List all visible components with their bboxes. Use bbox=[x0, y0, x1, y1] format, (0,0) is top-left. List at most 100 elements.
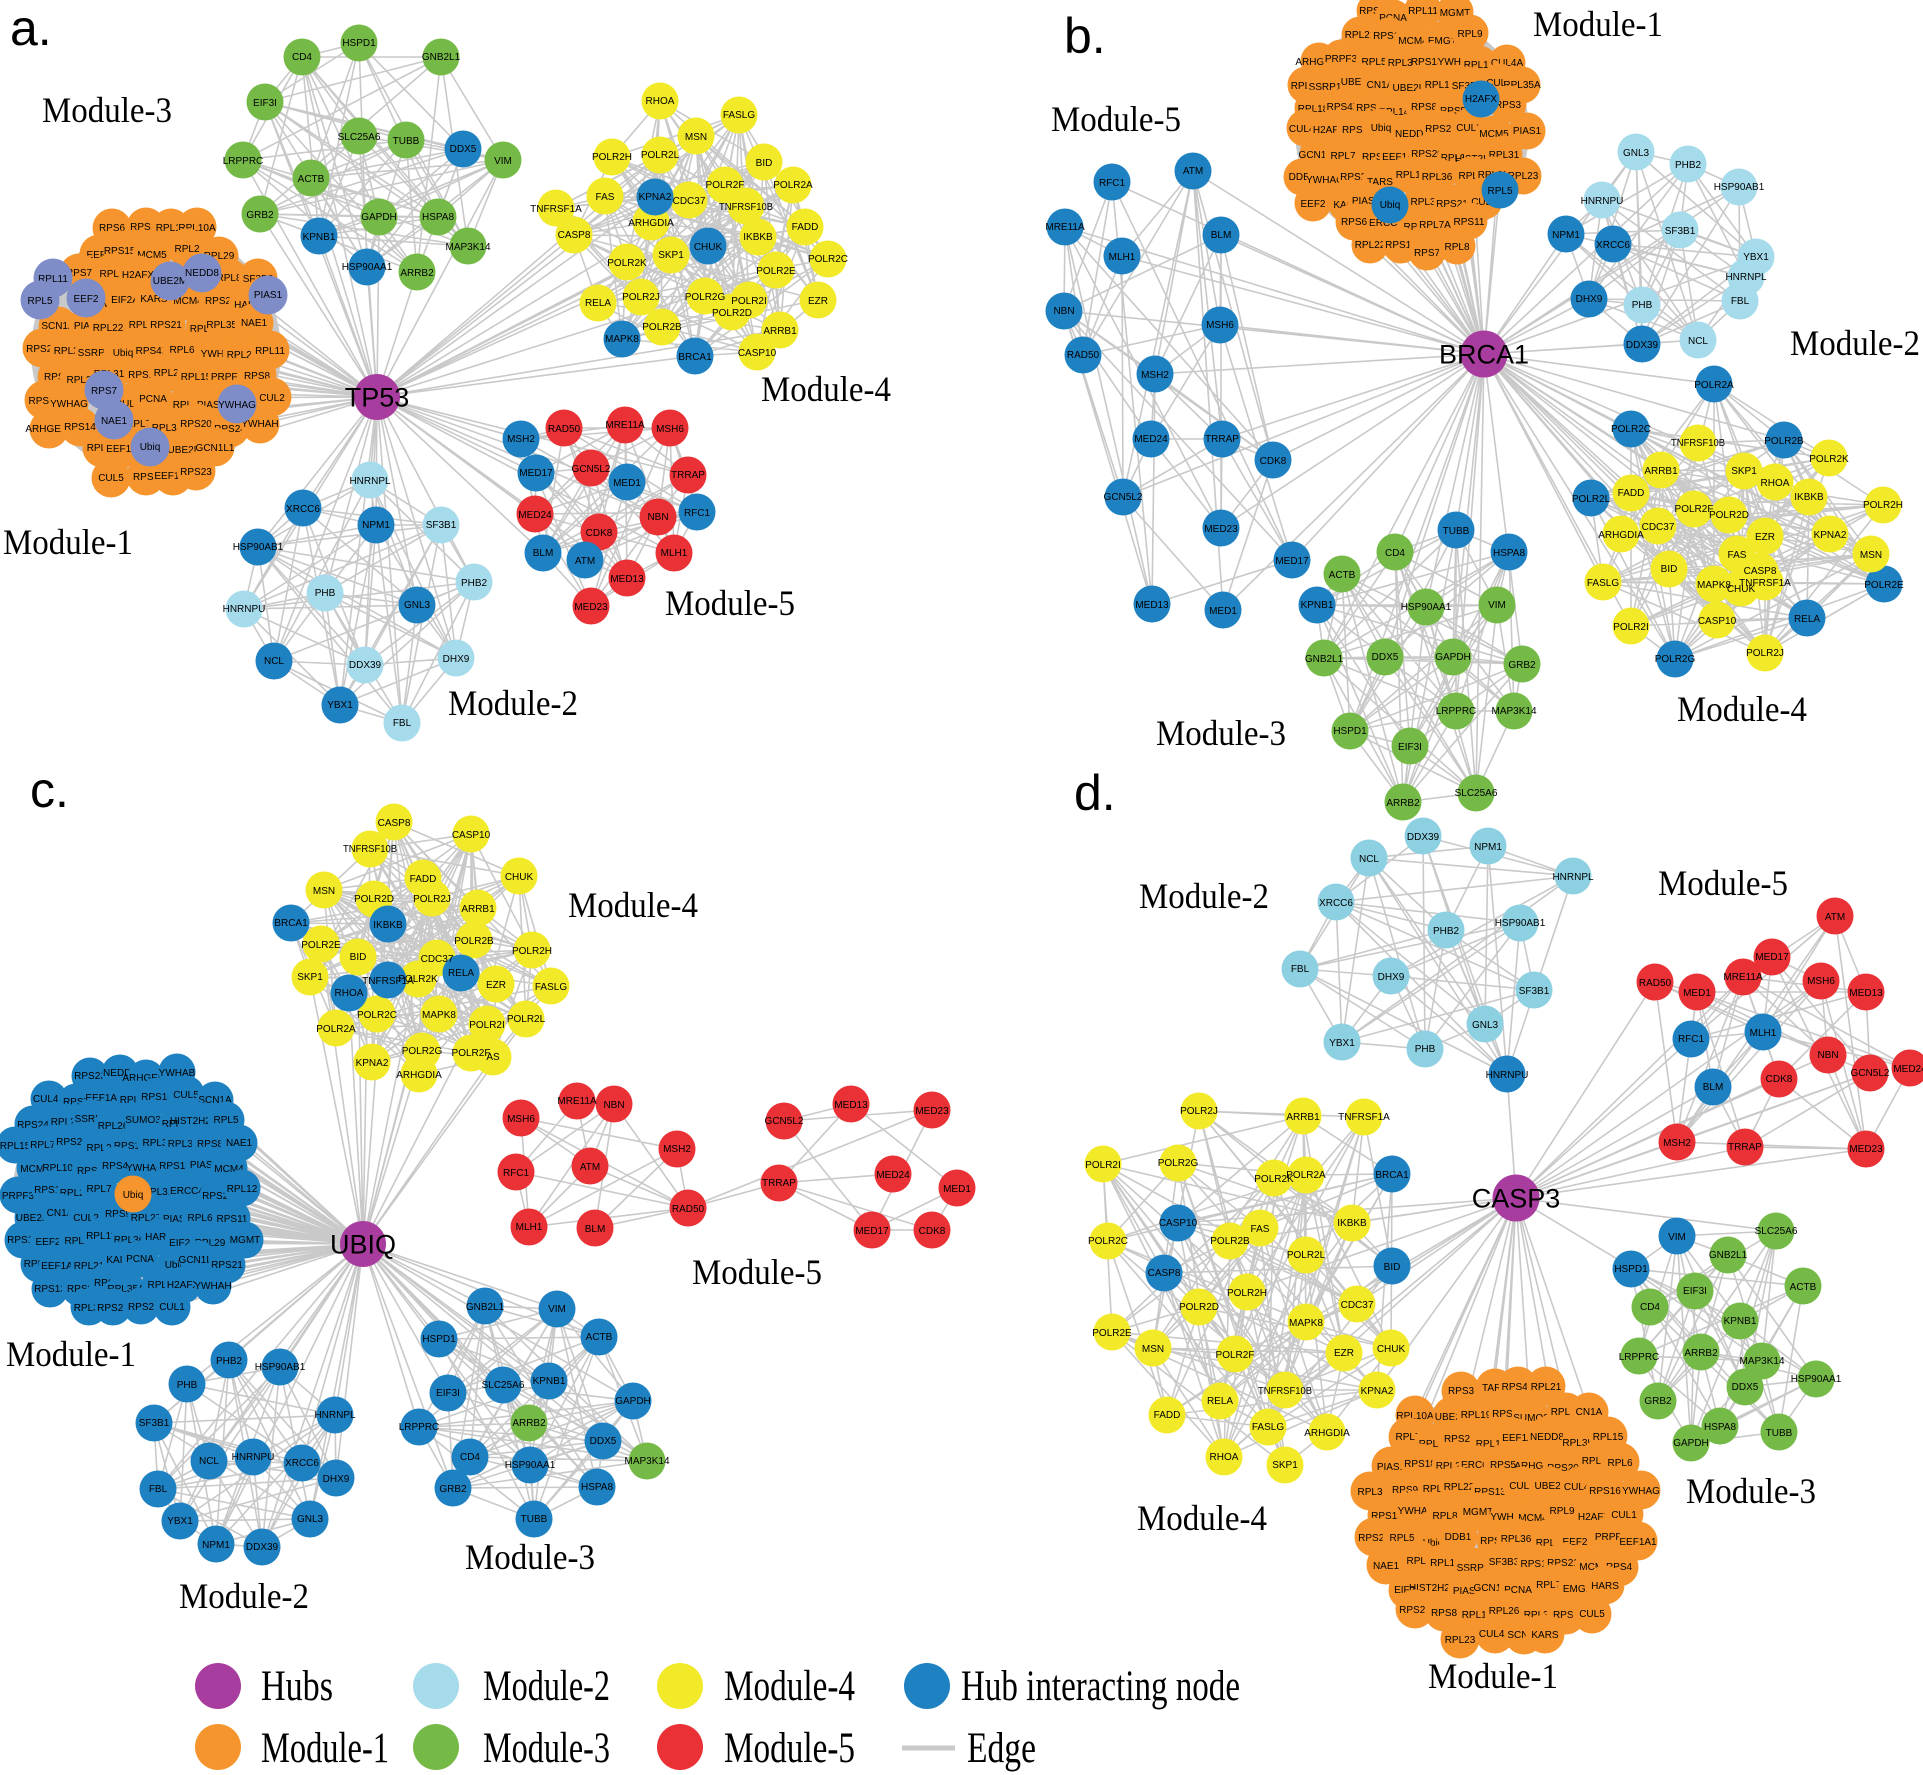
svg-text:VIM: VIM bbox=[548, 1304, 566, 1315]
svg-text:Ubiq: Ubiq bbox=[123, 1190, 144, 1201]
svg-text:YWHAB: YWHAB bbox=[201, 349, 238, 360]
svg-text:SF3B1: SF3B1 bbox=[1665, 226, 1696, 237]
svg-text:IKBKB: IKBKB bbox=[373, 920, 403, 931]
svg-text:RPS20: RPS20 bbox=[1547, 1463, 1579, 1474]
svg-text:FAS: FAS bbox=[596, 192, 615, 203]
svg-text:RPS5: RPS5 bbox=[44, 372, 71, 383]
svg-text:RPS6: RPS6 bbox=[1341, 217, 1368, 228]
svg-text:RPS9: RPS9 bbox=[105, 1209, 132, 1220]
svg-text:RPS7: RPS7 bbox=[63, 1097, 90, 1108]
svg-text:RPL7A: RPL7A bbox=[30, 1140, 62, 1151]
svg-text:RPS23: RPS23 bbox=[74, 1071, 106, 1082]
svg-text:RPL6: RPL6 bbox=[169, 345, 194, 356]
svg-text:MED17: MED17 bbox=[519, 468, 553, 479]
svg-text:GRB2: GRB2 bbox=[246, 210, 274, 221]
svg-text:RPL34: RPL34 bbox=[168, 1139, 199, 1150]
svg-text:PHB2: PHB2 bbox=[216, 1356, 243, 1367]
svg-text:MED23: MED23 bbox=[1849, 1144, 1883, 1155]
svg-text:DDX39: DDX39 bbox=[349, 660, 382, 671]
svg-text:RHOA: RHOA bbox=[1210, 1452, 1239, 1463]
svg-text:RPS24: RPS24 bbox=[17, 1120, 49, 1131]
svg-text:MRE11A: MRE11A bbox=[605, 420, 645, 431]
svg-text:NAE1: NAE1 bbox=[1373, 1561, 1400, 1572]
svg-text:RPL29: RPL29 bbox=[204, 251, 235, 262]
svg-text:RPS10: RPS10 bbox=[7, 1235, 39, 1246]
svg-text:MAP3K14: MAP3K14 bbox=[1491, 706, 1536, 717]
svg-text:RPL7: RPL7 bbox=[86, 1184, 111, 1195]
svg-text:RPL27: RPL27 bbox=[1582, 1456, 1613, 1467]
svg-text:MLH1: MLH1 bbox=[1750, 1028, 1777, 1039]
svg-text:NPM1: NPM1 bbox=[1552, 230, 1580, 241]
svg-text:GCN1L1: GCN1L1 bbox=[179, 1255, 218, 1266]
svg-text:MCM4: MCM4 bbox=[1518, 1513, 1548, 1524]
svg-text:POLR2A: POLR2A bbox=[1286, 1170, 1326, 1181]
svg-text:c.: c. bbox=[30, 762, 69, 818]
svg-text:HNRNPU: HNRNPU bbox=[1486, 1070, 1529, 1081]
svg-text:Module-2: Module-2 bbox=[1139, 876, 1269, 916]
svg-text:CASP8: CASP8 bbox=[1744, 566, 1777, 577]
svg-text:KPNA2: KPNA2 bbox=[639, 192, 672, 203]
svg-text:SLC25A6: SLC25A6 bbox=[1455, 788, 1498, 799]
svg-text:KPNB1: KPNB1 bbox=[1724, 1316, 1757, 1327]
svg-text:CD4: CD4 bbox=[460, 1452, 480, 1463]
svg-text:UBE2M: UBE2M bbox=[1341, 77, 1375, 88]
svg-text:BLM: BLM bbox=[1703, 1082, 1724, 1093]
svg-text:NCL: NCL bbox=[199, 1456, 219, 1467]
svg-text:BRCA1: BRCA1 bbox=[1439, 340, 1529, 370]
svg-text:MED17: MED17 bbox=[855, 1226, 889, 1237]
svg-text:CUL4A: CUL4A bbox=[1491, 58, 1524, 69]
svg-text:IKBKB: IKBKB bbox=[743, 232, 773, 243]
svg-text:CHUK: CHUK bbox=[1377, 1344, 1406, 1355]
svg-text:SSRP1: SSRP1 bbox=[1457, 1563, 1490, 1574]
svg-text:HSP90AB1: HSP90AB1 bbox=[255, 1362, 306, 1373]
svg-text:POLR2G: POLR2G bbox=[1655, 654, 1696, 665]
svg-text:HIST2H2BE: HIST2H2BE bbox=[1409, 1583, 1463, 1594]
svg-text:VIM: VIM bbox=[494, 156, 512, 167]
svg-text:VIM: VIM bbox=[1488, 600, 1506, 611]
svg-text:PIAS1: PIAS1 bbox=[1513, 126, 1542, 137]
svg-text:Ubiq: Ubiq bbox=[1380, 200, 1401, 211]
svg-text:NEDD8: NEDD8 bbox=[1530, 1432, 1564, 1443]
svg-text:RPS15A: RPS15A bbox=[104, 246, 143, 257]
svg-text:POLR2L: POLR2L bbox=[641, 150, 680, 161]
svg-text:RPS18: RPS18 bbox=[1385, 240, 1417, 251]
svg-text:EIF2A: EIF2A bbox=[1394, 1585, 1422, 1596]
svg-text:TNFRSF1A: TNFRSF1A bbox=[362, 976, 414, 987]
svg-text:MSN: MSN bbox=[1142, 1344, 1164, 1355]
svg-text:RPL23: RPL23 bbox=[60, 1188, 91, 1199]
svg-text:Module-5: Module-5 bbox=[692, 1252, 822, 1292]
svg-text:YWHAB: YWHAB bbox=[1398, 1506, 1435, 1517]
svg-text:CUL4A: CUL4A bbox=[33, 1094, 66, 1105]
svg-text:MSN: MSN bbox=[313, 886, 335, 897]
svg-text:RPL18: RPL18 bbox=[1298, 104, 1329, 115]
svg-text:RPS25: RPS25 bbox=[1358, 1533, 1390, 1544]
svg-text:YBX1: YBX1 bbox=[1329, 1038, 1355, 1049]
svg-text:RPL8: RPL8 bbox=[216, 273, 241, 284]
svg-text:YWHAH: YWHAH bbox=[194, 1281, 231, 1292]
svg-text:SF3B1: SF3B1 bbox=[1519, 986, 1550, 997]
svg-text:PIAS2: PIAS2 bbox=[197, 400, 226, 411]
svg-text:PHB2: PHB2 bbox=[1433, 926, 1460, 937]
svg-text:CUL1: CUL1 bbox=[159, 1302, 185, 1313]
svg-text:MGMT: MGMT bbox=[1440, 8, 1471, 19]
svg-text:RPL8: RPL8 bbox=[147, 1280, 172, 1291]
svg-text:BLM: BLM bbox=[1211, 230, 1232, 241]
svg-text:RPS26: RPS26 bbox=[26, 344, 58, 355]
svg-text:POLR2E: POLR2E bbox=[301, 940, 341, 951]
svg-text:RPS23: RPS23 bbox=[1492, 1409, 1524, 1420]
svg-text:RPL35A: RPL35A bbox=[206, 320, 244, 331]
svg-text:RPL24: RPL24 bbox=[1423, 1484, 1454, 1495]
svg-text:ACTB: ACTB bbox=[586, 1332, 613, 1343]
svg-text:RPL19: RPL19 bbox=[1461, 1410, 1492, 1421]
svg-text:RPL9: RPL9 bbox=[1457, 29, 1482, 40]
svg-text:DDB1: DDB1 bbox=[1445, 1532, 1472, 1543]
svg-text:RPL26: RPL26 bbox=[1291, 81, 1322, 92]
svg-text:YBX1: YBX1 bbox=[1743, 252, 1769, 263]
svg-text:ARRB1: ARRB1 bbox=[763, 326, 797, 337]
svg-text:SCN1A: SCN1A bbox=[1507, 1630, 1541, 1641]
svg-text:PRPF3: PRPF3 bbox=[2, 1191, 35, 1202]
svg-text:HIST2H2BE: HIST2H2BE bbox=[170, 1116, 224, 1127]
svg-text:RAD50: RAD50 bbox=[548, 424, 581, 435]
svg-text:Module-4: Module-4 bbox=[724, 1663, 855, 1710]
svg-text:RPL5: RPL5 bbox=[1487, 186, 1512, 197]
